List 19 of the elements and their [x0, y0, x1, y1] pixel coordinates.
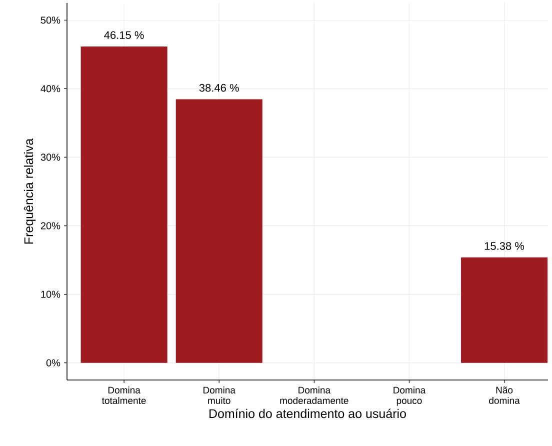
- data-label: 38.46 %: [199, 84, 239, 92]
- x-tick-label: Não domina: [489, 386, 520, 404]
- y-axis-title: Frequência relativa: [24, 138, 36, 244]
- y-tick-label: 40%: [40, 85, 60, 92]
- y-tick-label: 30%: [40, 154, 60, 161]
- y-tick-label: 10%: [41, 290, 60, 298]
- data-label: 46.15 %: [104, 31, 144, 39]
- bar: [461, 257, 548, 363]
- x-tick-label: Domina totalmente: [102, 386, 146, 404]
- bar: [80, 46, 168, 363]
- y-tick-label: 20%: [40, 222, 60, 230]
- bar: [176, 99, 262, 363]
- y-tick-label: 0%: [46, 359, 60, 366]
- y-tick-label: 50%: [40, 16, 60, 24]
- x-tick-label: Domina muito: [204, 386, 236, 404]
- x-tick-label: Domina moderadamente: [280, 386, 348, 404]
- x-axis-title: Domínio do atendimento ao usuário: [210, 408, 406, 418]
- data-label: 15.38 %: [484, 242, 524, 250]
- x-tick-label: Domina pouco: [394, 386, 426, 406]
